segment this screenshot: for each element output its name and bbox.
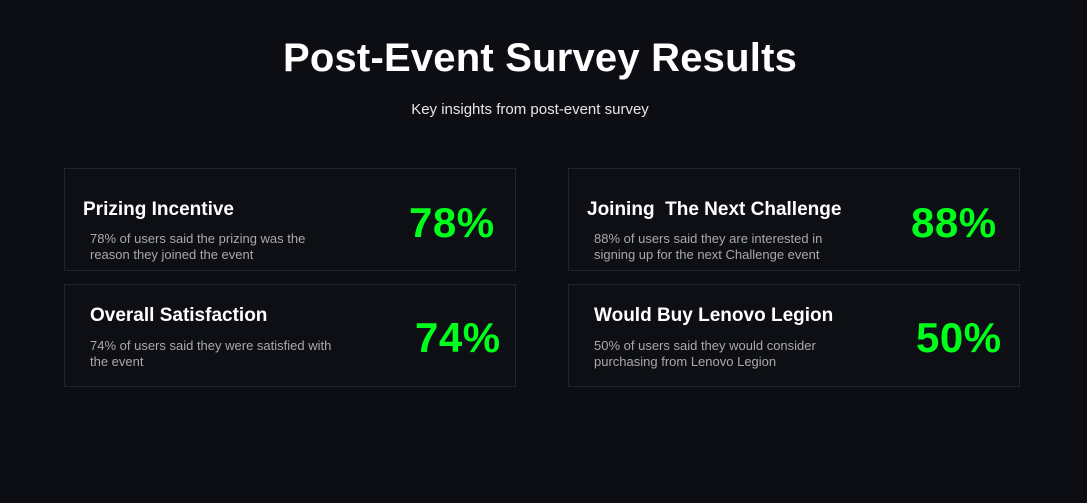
card-title: Prizing Incentive (83, 199, 234, 220)
card-percentage: 74% (415, 314, 501, 361)
card-description: 74% of users said they were satisfied wi… (90, 338, 332, 369)
card-percentage: 50% (916, 314, 1002, 361)
stat-card-would-buy-lenovo-legion: Would Buy Lenovo Legion 50% of users sai… (568, 284, 1020, 387)
stat-card-prizing-incentive: Prizing Incentive 78% of users said the … (64, 168, 516, 271)
card-title: Overall Satisfaction (90, 305, 268, 326)
card-description: 78% of users said the prizing was the re… (90, 231, 306, 262)
page-subtitle: Key insights from post-event survey (411, 101, 649, 118)
card-percentage: 88% (911, 199, 997, 246)
card-percentage: 78% (409, 199, 495, 246)
card-description: 88% of users said they are interested in… (594, 231, 823, 262)
page-title: Post-Event Survey Results (282, 36, 798, 80)
card-title: Would Buy Lenovo Legion (594, 305, 834, 326)
stat-card-joining-next-challenge: Joining The Next Challenge 88% of users … (568, 168, 1020, 271)
card-title: Joining The Next Challenge (587, 199, 842, 220)
card-description: 50% of users said they would consider pu… (594, 338, 816, 369)
stat-card-overall-satisfaction: Overall Satisfaction 74% of users said t… (64, 284, 516, 387)
